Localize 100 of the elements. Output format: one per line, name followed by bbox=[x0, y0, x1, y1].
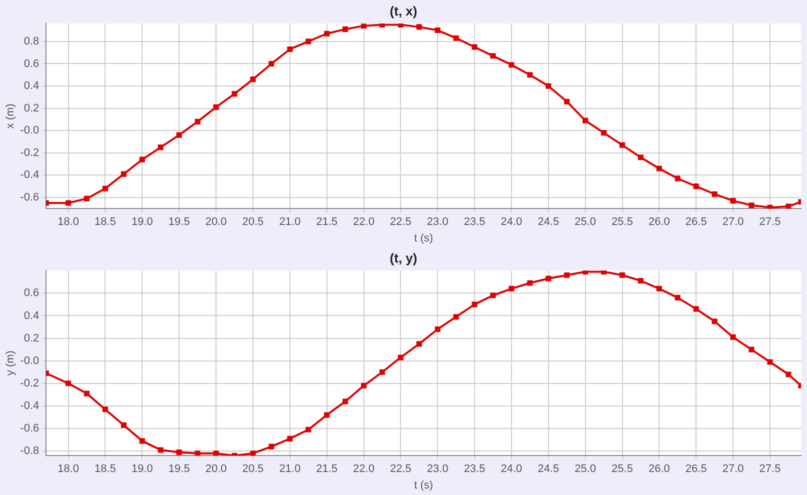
x-tick-label: 18.5 bbox=[94, 216, 116, 228]
point bbox=[158, 144, 164, 150]
y-tick-label: -0.6 bbox=[20, 191, 40, 204]
x-tick-label: 24.0 bbox=[500, 463, 522, 476]
y-tick-label: 0.6 bbox=[24, 58, 40, 70]
x-tick-label: 22.0 bbox=[353, 216, 374, 228]
x-tick-label: 18.5 bbox=[94, 463, 116, 476]
point bbox=[287, 436, 293, 442]
x-tick-label: 23.0 bbox=[426, 463, 448, 476]
point bbox=[508, 62, 514, 68]
point bbox=[306, 426, 312, 432]
point bbox=[416, 341, 422, 347]
point bbox=[490, 292, 496, 298]
point bbox=[730, 334, 736, 340]
point bbox=[84, 196, 90, 202]
point bbox=[712, 318, 718, 324]
point bbox=[508, 286, 514, 292]
point bbox=[767, 359, 773, 365]
x-tick-label: 26.5 bbox=[685, 463, 707, 476]
x-tick-label: 24.5 bbox=[538, 463, 560, 476]
point bbox=[674, 176, 680, 182]
x-tick-label: 21.0 bbox=[279, 216, 301, 228]
y-tick-label: 0.2 bbox=[24, 102, 40, 114]
point bbox=[139, 156, 145, 162]
point bbox=[748, 346, 754, 352]
point bbox=[748, 202, 754, 208]
x-tick-label: 26.0 bbox=[648, 216, 670, 228]
x-tick-label: 18.0 bbox=[58, 216, 80, 228]
x-tick-label: 25.0 bbox=[574, 463, 596, 476]
point bbox=[66, 380, 72, 386]
point bbox=[434, 28, 440, 34]
y-axis-title: y (m) bbox=[4, 350, 17, 376]
y-tick-label: -0.2 bbox=[20, 377, 40, 390]
x-tick-label: 23.5 bbox=[464, 216, 486, 228]
x-tick-label: 27.5 bbox=[759, 463, 781, 476]
point bbox=[693, 306, 699, 312]
point bbox=[472, 44, 478, 50]
point bbox=[546, 276, 552, 282]
point bbox=[120, 422, 126, 428]
y-tick-label: -0.0 bbox=[20, 124, 40, 137]
point bbox=[102, 186, 108, 192]
y-tick-label: -0.4 bbox=[20, 169, 40, 182]
y-tick-label: 0.6 bbox=[24, 287, 40, 300]
point bbox=[638, 278, 644, 284]
x-tick-label: 20.0 bbox=[205, 216, 227, 228]
y-tick-label: -0.4 bbox=[20, 400, 40, 412]
point bbox=[656, 286, 662, 292]
point bbox=[342, 398, 348, 404]
point bbox=[527, 72, 533, 78]
point bbox=[268, 60, 274, 66]
x-tick-label: 22.0 bbox=[353, 463, 374, 476]
point bbox=[84, 390, 90, 396]
point bbox=[102, 406, 108, 412]
point bbox=[527, 280, 533, 286]
x-tick-label: 19.0 bbox=[131, 216, 153, 228]
point bbox=[730, 198, 736, 204]
x-tick-label: 22.5 bbox=[390, 463, 412, 476]
x-tick-label: 27.0 bbox=[722, 216, 744, 228]
point bbox=[674, 294, 680, 300]
point bbox=[398, 354, 404, 360]
point bbox=[213, 104, 219, 110]
point bbox=[158, 447, 164, 453]
x-tick-label: 24.5 bbox=[538, 216, 560, 228]
point bbox=[139, 438, 145, 444]
y-tick-label: 0.8 bbox=[24, 35, 40, 48]
x-tick-label: 20.5 bbox=[242, 216, 264, 228]
point bbox=[176, 449, 182, 455]
point bbox=[712, 191, 718, 197]
point bbox=[66, 200, 72, 206]
x-tick-label: 25.5 bbox=[612, 216, 633, 228]
point bbox=[638, 154, 644, 160]
y-tick-label: -0.8 bbox=[20, 445, 40, 458]
x-tick-label: 25.5 bbox=[612, 463, 633, 476]
point bbox=[656, 166, 662, 172]
point bbox=[342, 26, 348, 32]
x-tick-label: 23.5 bbox=[464, 463, 486, 476]
x-tick-label: 23.0 bbox=[426, 216, 448, 228]
point bbox=[767, 204, 773, 209]
x-tick-label: 20.0 bbox=[205, 463, 227, 476]
point bbox=[194, 118, 200, 124]
x-tick-label: 27.0 bbox=[722, 463, 744, 476]
point bbox=[490, 53, 496, 59]
chart-title: (t, y) bbox=[390, 250, 418, 266]
y-axis-title: x (m) bbox=[4, 104, 17, 129]
point bbox=[120, 171, 126, 177]
x-tick-label: 20.5 bbox=[242, 463, 264, 476]
x-tick-label: 21.0 bbox=[279, 463, 301, 476]
x-tick-label: 19.5 bbox=[168, 216, 190, 228]
point bbox=[194, 450, 200, 456]
point bbox=[232, 91, 238, 97]
point bbox=[250, 450, 256, 456]
point bbox=[306, 38, 312, 44]
x-tick-label: 19.0 bbox=[131, 463, 153, 476]
y-tick-label: -0.2 bbox=[20, 146, 40, 159]
point bbox=[416, 24, 422, 30]
point bbox=[268, 444, 274, 450]
y-tick-label: -0.6 bbox=[20, 422, 40, 435]
point bbox=[360, 382, 367, 388]
x-tick-label: 22.5 bbox=[390, 216, 412, 228]
point bbox=[582, 118, 588, 124]
